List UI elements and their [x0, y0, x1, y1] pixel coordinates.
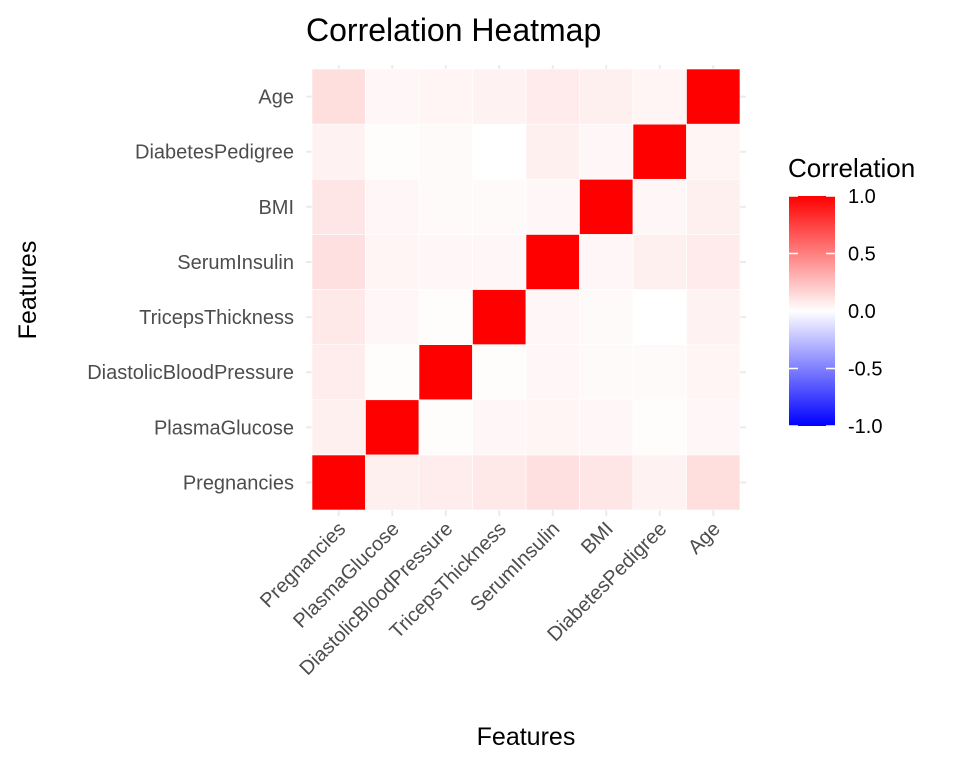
- heatmap-cell-serum-insulin-plasma-glucose: [365, 234, 420, 290]
- y-tick-label: DiabetesPedigree: [135, 142, 294, 164]
- heatmap-cell-diastolic-blood-pressure-diabetes-pedigree: [632, 344, 687, 401]
- heatmap-cell-age-plasma-glucose: [365, 68, 420, 125]
- heatmap-cell-diastolic-blood-pressure-serum-insulin: [525, 344, 580, 401]
- heatmap-cell-pregnancies-serum-insulin: [525, 454, 580, 511]
- heatmap-cell-diabetes-pedigree-age: [686, 123, 741, 180]
- heatmap-cell-triceps-thickness-pregnancies: [311, 289, 366, 345]
- heatmap-cell-plasma-glucose-diastolic-blood-pressure: [418, 399, 473, 456]
- heatmap-cell-bmi-age: [686, 178, 741, 235]
- heatmap-cell-age-bmi: [579, 68, 634, 125]
- heatmap-cell-diabetes-pedigree-diabetes-pedigree: [632, 123, 687, 180]
- heatmap-cell-bmi-serum-insulin: [525, 178, 580, 235]
- legend-ticks: 1.0 0.5 0.0 -0.5 -1.0: [789, 186, 882, 438]
- legend-tick-label: 0.0: [848, 301, 876, 323]
- heatmap-cell-bmi-pregnancies: [311, 178, 366, 235]
- x-axis-tick-labels: PregnanciesPlasmaGlucoseDiastolicBloodPr…: [256, 518, 725, 680]
- y-tick-label: SerumInsulin: [177, 252, 294, 274]
- x-tick-label: BMI: [577, 518, 618, 559]
- heatmap-cell-plasma-glucose-bmi: [579, 399, 634, 456]
- heatmap-cell-plasma-glucose-plasma-glucose: [365, 399, 420, 456]
- heatmap-cell-bmi-triceps-thickness: [472, 178, 527, 235]
- y-tick-label: PlasmaGlucose: [154, 417, 294, 439]
- heatmap-cell-serum-insulin-bmi: [579, 234, 634, 290]
- heatmap-cell-age-serum-insulin: [525, 68, 580, 125]
- heatmap-cell-diabetes-pedigree-triceps-thickness: [472, 123, 527, 180]
- y-axis-tick-labels: Pregnancies PlasmaGlucose DiastolicBloodPr…: [87, 87, 294, 495]
- heatmap-cell-age-triceps-thickness: [472, 68, 527, 125]
- heatmap-cell-bmi-diabetes-pedigree: [632, 178, 687, 235]
- heatmap-cell-diastolic-blood-pressure-plasma-glucose: [365, 344, 420, 401]
- heatmap-cell-age-diastolic-blood-pressure: [418, 68, 473, 125]
- heatmap-cell-bmi-plasma-glucose: [365, 178, 420, 235]
- color-legend: Correlation 1.0 0.5 0.0 -0.5 -1.0: [788, 153, 915, 438]
- heatmap-cell-age-pregnancies: [311, 68, 366, 125]
- heatmap-cell-diabetes-pedigree-plasma-glucose: [365, 123, 420, 180]
- heatmap-cell-serum-insulin-diabetes-pedigree: [632, 234, 687, 290]
- heatmap-cell-diastolic-blood-pressure-bmi: [579, 344, 634, 401]
- heatmap-cell-plasma-glucose-serum-insulin: [525, 399, 580, 456]
- heatmap-cell-diabetes-pedigree-diastolic-blood-pressure: [418, 123, 473, 180]
- heatmap-cell-plasma-glucose-triceps-thickness: [472, 399, 527, 456]
- heatmap-cell-triceps-thickness-diabetes-pedigree: [632, 289, 687, 345]
- x-tick-label: Age: [684, 518, 725, 559]
- y-tick-label: DiastolicBloodPressure: [87, 362, 294, 384]
- heatmap-cell-diastolic-blood-pressure-age: [686, 344, 741, 401]
- heatmap-cell-pregnancies-bmi: [579, 454, 634, 511]
- heatmap-cell-triceps-thickness-plasma-glucose: [365, 289, 420, 345]
- heatmap-cell-triceps-thickness-serum-insulin: [525, 289, 580, 345]
- y-tick-label: BMI: [258, 197, 294, 219]
- heatmap-cell-plasma-glucose-age: [686, 399, 741, 456]
- heatmap-cells: [311, 68, 741, 511]
- heatmap-cell-diabetes-pedigree-pregnancies: [311, 123, 366, 180]
- legend-tick-label: 0.5: [848, 244, 876, 266]
- heatmap-cell-pregnancies-diabetes-pedigree: [632, 454, 687, 511]
- heatmap-cell-triceps-thickness-bmi: [579, 289, 634, 345]
- y-tick-label: Age: [258, 87, 294, 109]
- heatmap-cell-serum-insulin-pregnancies: [311, 234, 366, 290]
- heatmap-cell-triceps-thickness-age: [686, 289, 741, 345]
- heatmap-cell-serum-insulin-age: [686, 234, 741, 290]
- legend-tick-label: 1.0: [848, 186, 876, 208]
- heatmap-cell-serum-insulin-serum-insulin: [525, 234, 580, 290]
- heatmap-cell-age-age: [686, 68, 741, 125]
- heatmap-cell-age-diabetes-pedigree: [632, 68, 687, 125]
- heatmap-cell-pregnancies-age: [686, 454, 741, 511]
- heatmap-cell-plasma-glucose-pregnancies: [311, 399, 366, 456]
- heatmap-cell-pregnancies-diastolic-blood-pressure: [418, 454, 473, 511]
- heatmap-cell-diabetes-pedigree-serum-insulin: [525, 123, 580, 180]
- y-axis-title: Features: [14, 241, 42, 340]
- legend-tick-label: -0.5: [848, 359, 882, 381]
- heatmap-cell-diabetes-pedigree-bmi: [579, 123, 634, 180]
- heatmap-cell-triceps-thickness-triceps-thickness: [472, 289, 527, 345]
- legend-title: Correlation: [788, 153, 915, 183]
- heatmap-cell-bmi-diastolic-blood-pressure: [418, 178, 473, 235]
- heatmap-cell-triceps-thickness-diastolic-blood-pressure: [418, 289, 473, 345]
- heatmap-cell-pregnancies-triceps-thickness: [472, 454, 527, 511]
- y-tick-label: TricepsThickness: [139, 307, 294, 329]
- heatmap-cell-serum-insulin-triceps-thickness: [472, 234, 527, 290]
- x-axis-title: Features: [477, 723, 576, 751]
- heatmap-cell-serum-insulin-diastolic-blood-pressure: [418, 234, 473, 290]
- heatmap-cell-plasma-glucose-diabetes-pedigree: [632, 399, 687, 456]
- heatmap-cell-bmi-bmi: [579, 178, 634, 235]
- heatmap-cell-diastolic-blood-pressure-triceps-thickness: [472, 344, 527, 401]
- heatmap-cell-pregnancies-pregnancies: [311, 454, 366, 511]
- heatmap-cell-diastolic-blood-pressure-pregnancies: [311, 344, 366, 401]
- legend-tick-label: -1.0: [848, 416, 882, 438]
- heatmap-cell-pregnancies-plasma-glucose: [365, 454, 420, 511]
- y-tick-label: Pregnancies: [183, 472, 294, 494]
- heatmap-cell-diastolic-blood-pressure-diastolic-blood-pressure: [418, 344, 473, 401]
- chart-title: Correlation Heatmap: [306, 12, 601, 48]
